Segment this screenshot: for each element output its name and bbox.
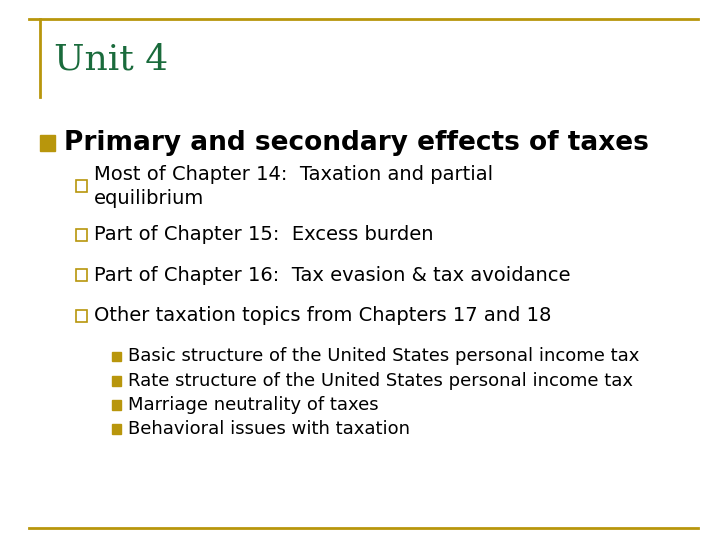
Text: Marriage neutrality of taxes: Marriage neutrality of taxes: [128, 396, 379, 414]
Text: Other taxation topics from Chapters 17 and 18: Other taxation topics from Chapters 17 a…: [94, 306, 552, 326]
Text: Rate structure of the United States personal income tax: Rate structure of the United States pers…: [128, 372, 633, 390]
Text: Unit 4: Unit 4: [54, 43, 168, 76]
Text: Behavioral issues with taxation: Behavioral issues with taxation: [128, 420, 410, 438]
Text: Basic structure of the United States personal income tax: Basic structure of the United States per…: [128, 347, 639, 366]
Text: Part of Chapter 16:  Tax evasion & tax avoidance: Part of Chapter 16: Tax evasion & tax av…: [94, 266, 571, 285]
Text: Most of Chapter 14:  Taxation and partial
equilibrium: Most of Chapter 14: Taxation and partial…: [94, 165, 493, 208]
Text: Part of Chapter 15:  Excess burden: Part of Chapter 15: Excess burden: [94, 225, 434, 245]
Text: Primary and secondary effects of taxes: Primary and secondary effects of taxes: [64, 130, 649, 156]
